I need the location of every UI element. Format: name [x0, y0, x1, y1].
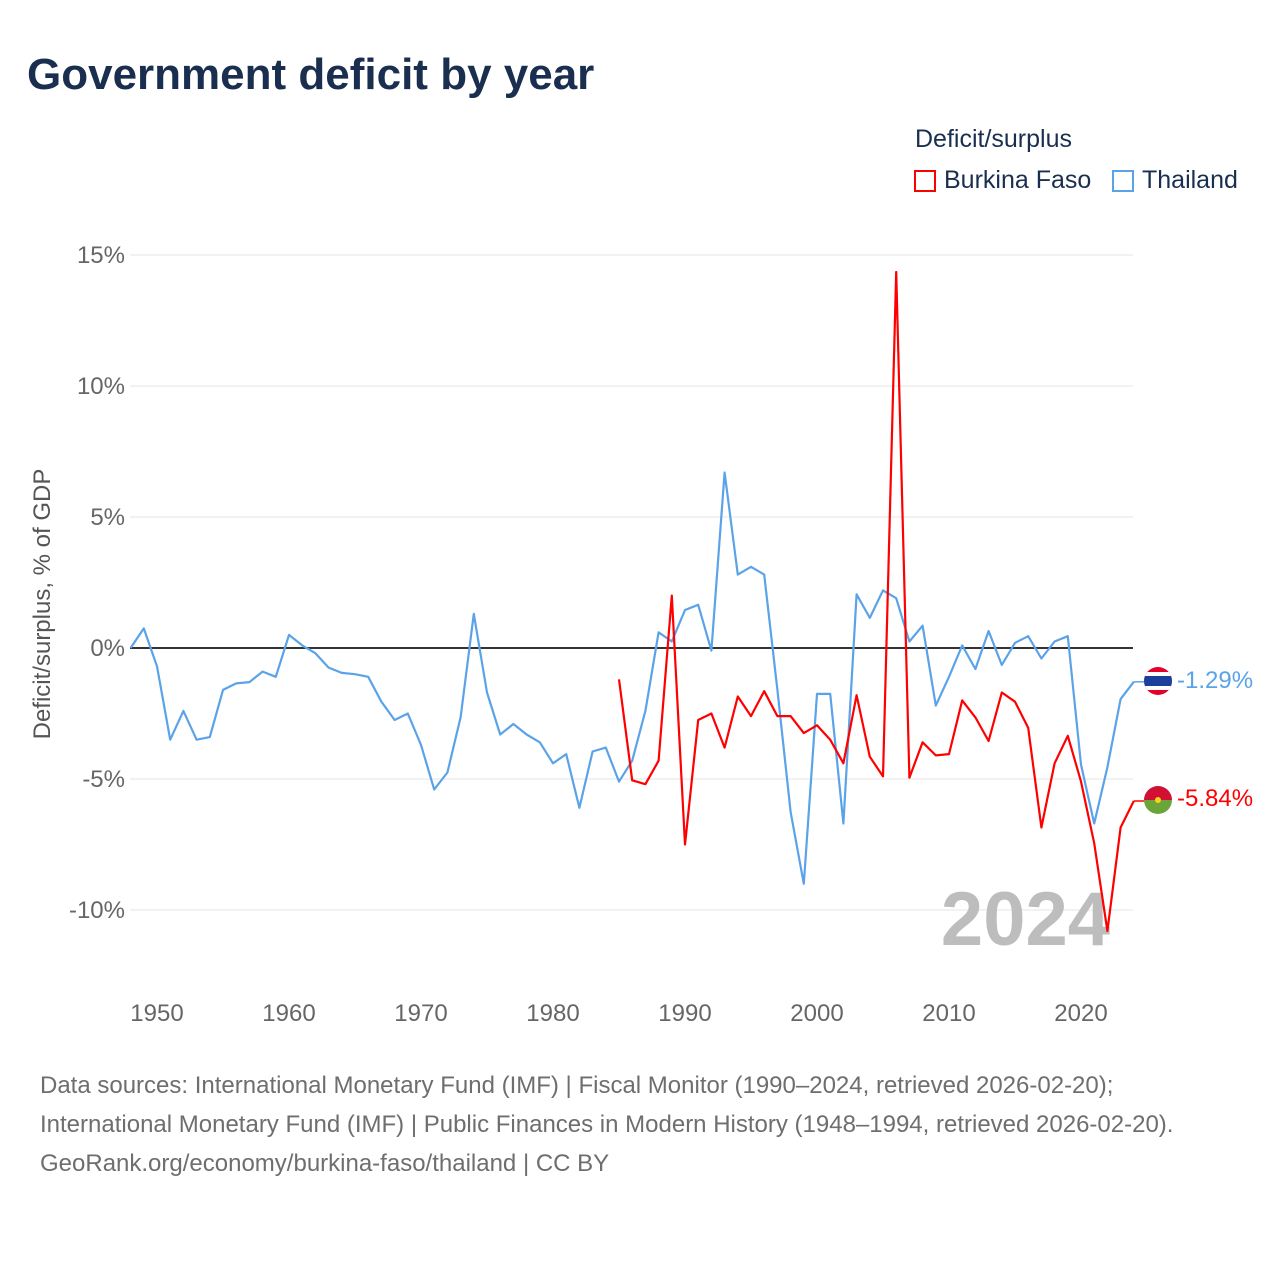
y-tick-label: 10%	[77, 373, 125, 400]
x-tick-label: 1960	[262, 1000, 315, 1027]
series-line-burkina-faso[interactable]	[617, 270, 1135, 933]
legend-item-thailand[interactable]: Thailand	[1112, 166, 1238, 195]
attribution-link[interactable]: GeoRank.org/economy/burkina-faso/thailan…	[40, 1150, 610, 1177]
y-axis-label: Deficit/surplus, % of GDP	[29, 469, 56, 740]
x-tick-label: 1950	[130, 1000, 183, 1027]
y-tick-label: -5%	[82, 766, 125, 793]
year-watermark: 2024	[941, 877, 1110, 962]
x-tick-label: 1990	[658, 1000, 711, 1027]
thailand-end-label: -1.29%	[1177, 667, 1253, 694]
x-tick-label: 2000	[790, 1000, 843, 1027]
x-tick-label: 1970	[394, 1000, 447, 1027]
legend-label-thailand: Thailand	[1142, 166, 1238, 194]
legend-label-burkina-faso: Burkina Faso	[944, 166, 1092, 194]
sources-footer: Data sources: International Monetary Fun…	[40, 1066, 1240, 1183]
legend-item-burkina-faso[interactable]: Burkina Faso	[914, 166, 1091, 195]
y-tick-label: 0%	[90, 635, 125, 662]
data-sources-text: Data sources: International Monetary Fun…	[40, 1072, 1174, 1138]
burkina-faso-flag-icon	[1144, 786, 1172, 814]
y-tick-label: -10%	[69, 897, 125, 924]
chart-plot: 15% 10% 5% 0% -5% -10% 1950 1960 1970 1980 1990 200…	[29, 242, 1253, 1027]
thailand-flag-icon	[1144, 667, 1172, 695]
legend-swatch-thailand	[1112, 169, 1134, 192]
x-tick-label: 1980	[526, 1000, 579, 1027]
chart-title: Government deficit by year	[27, 50, 595, 99]
burkina-faso-end-label: -5.84%	[1177, 785, 1253, 812]
x-tick-label: 2010	[922, 1000, 975, 1027]
legend-title: Deficit/surplus	[915, 125, 1072, 153]
legend-swatch-burkina-faso	[914, 169, 936, 192]
series-line-thailand[interactable]	[129, 471, 1135, 885]
x-tick-label: 2020	[1054, 1000, 1107, 1027]
y-tick-label: 15%	[77, 242, 125, 269]
y-tick-label: 5%	[90, 504, 125, 531]
